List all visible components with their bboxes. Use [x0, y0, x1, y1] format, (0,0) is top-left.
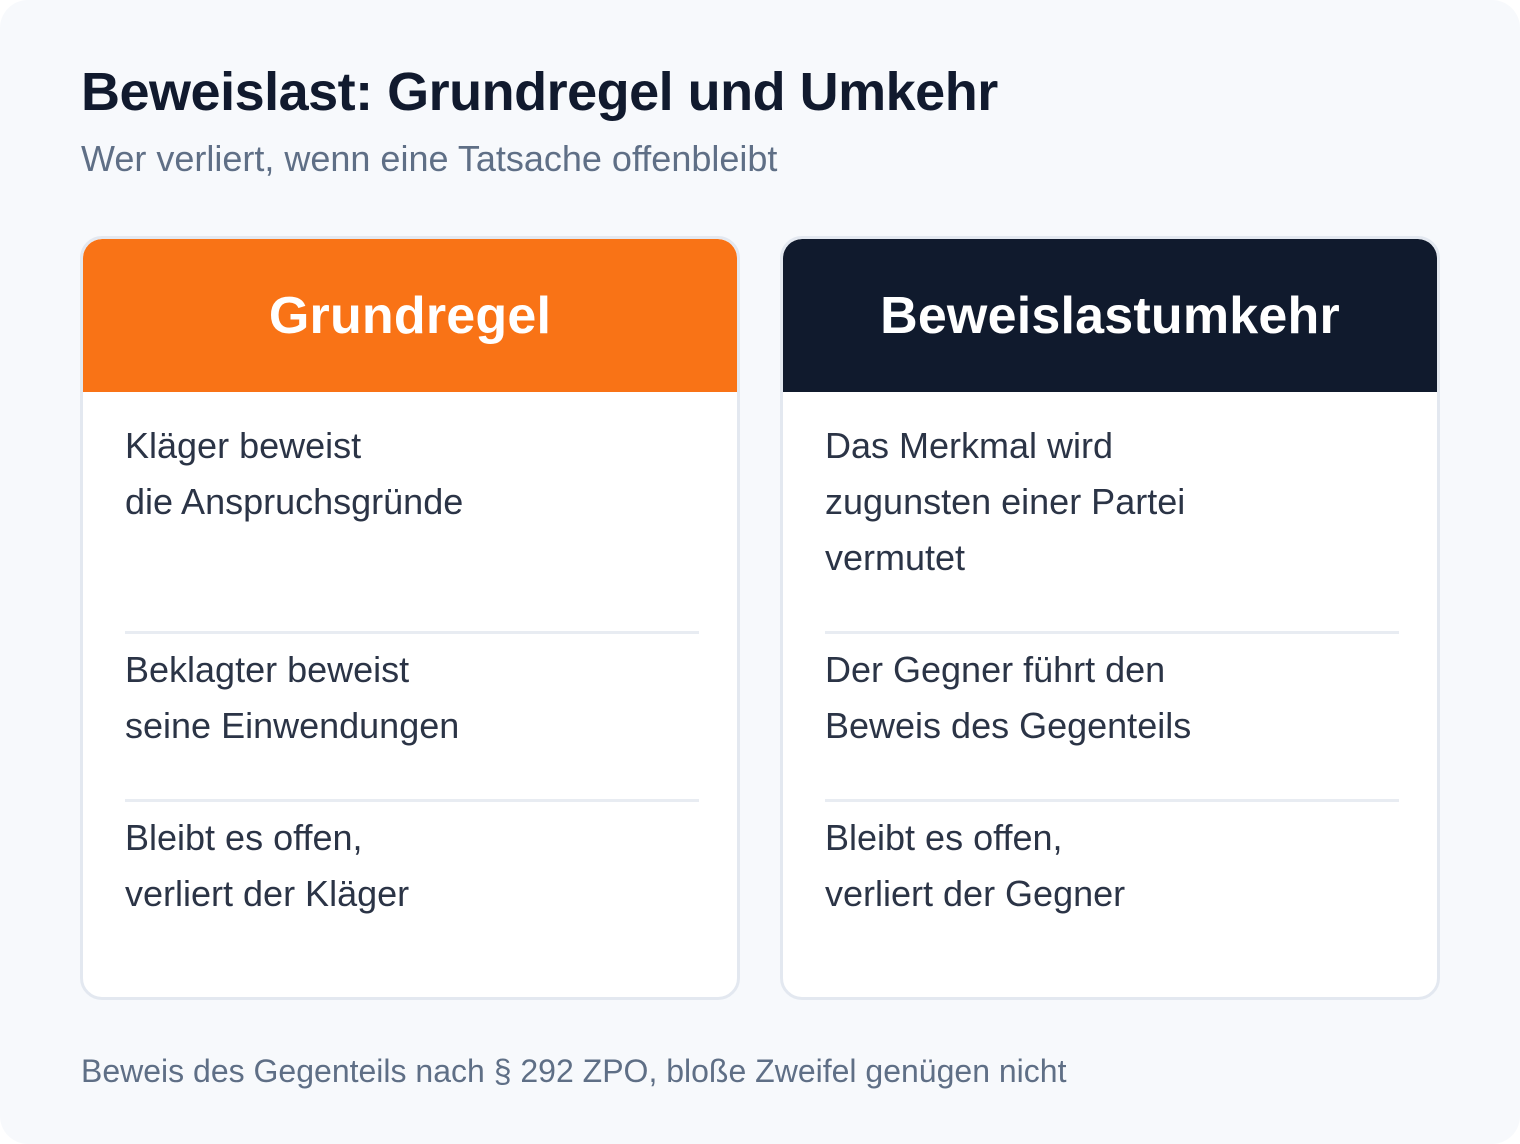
card-header-beweislastumkehr: Beweislastumkehr [783, 239, 1437, 392]
row-divider [825, 799, 1399, 802]
footnote: Beweis des Gegenteils nach § 292 ZPO, bl… [81, 1053, 1067, 1089]
row-divider [125, 799, 699, 802]
card-grundregel: Grundregel Kläger beweist die Anspruchsg… [80, 236, 740, 1000]
card-row: Der Gegner führt den Beweis des Gegentei… [825, 649, 1192, 746]
card-row: Bleibt es offen, verliert der Kläger [125, 817, 410, 914]
page-subtitle: Wer verliert, wenn eine Tatsache offenbl… [81, 138, 778, 179]
row-divider [125, 631, 699, 634]
card-row: Beklagter beweist seine Einwendungen [125, 649, 460, 746]
card-header-grundregel: Grundregel [83, 239, 737, 392]
card-beweislastumkehr: Beweislastumkehr Das Merkmal wird zuguns… [780, 236, 1440, 1000]
row-divider [825, 631, 1399, 634]
card-row: Das Merkmal wird zugunsten einer Partei … [825, 425, 1186, 578]
page-title: Beweislast: Grundregel und Umkehr [81, 62, 998, 122]
card-row: Kläger beweist die Anspruchsgründe [125, 425, 464, 522]
card-row: Bleibt es offen, verliert der Gegner [825, 817, 1126, 914]
